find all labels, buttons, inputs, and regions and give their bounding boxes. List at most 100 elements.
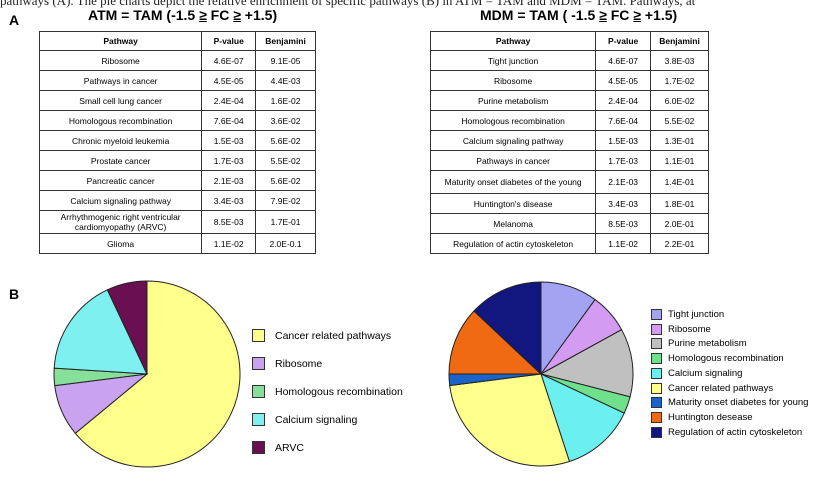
- legend-label: Calcium signaling: [275, 413, 358, 426]
- left-legend-item-ribosome: Ribosome: [252, 357, 322, 370]
- p-value-cell: 8.5E-03: [201, 210, 257, 234]
- benjamini-cell: 3.6E-02: [255, 110, 316, 131]
- p-value-cell: 3.4E-03: [201, 190, 257, 211]
- left-pathway-table: Pathway P-value Benjamini Ribosome 4.6E-0…: [38, 31, 316, 254]
- right-pie-slice-purine-metabolism: [539, 328, 634, 398]
- legend-swatch: [252, 385, 265, 398]
- legend-label: Homologous recombination: [668, 353, 784, 365]
- table-row: Tight junction 4.6E-07 3.8E-03: [429, 50, 709, 71]
- left-pie-slice-cancer-related-pathways: [74, 280, 241, 468]
- p-value-cell: 1.1E-02: [201, 233, 257, 254]
- table-row: Calcium signaling pathway 1.5E-03 1.3E-01: [429, 130, 709, 151]
- table-row: Pancreatic cancer 2.1E-03 5.6E-02: [38, 170, 316, 191]
- pathway-cell: Ribosome: [429, 70, 597, 91]
- legend-label: Ribosome: [275, 357, 323, 370]
- table-row: Ribosome 4.5E-05 1.7E-02: [429, 70, 709, 91]
- pathway-cell: Calcium signaling pathway: [38, 190, 203, 211]
- pathway-cell: Melanoma: [429, 213, 597, 234]
- right-pie-slice-homologous-recombination: [540, 373, 631, 414]
- legend-label: Maturity onset diabetes for young: [668, 397, 809, 409]
- right-pie-slice-cancer-related-pathways: [449, 373, 571, 467]
- panel-label-b: B: [9, 286, 20, 302]
- table-header-row: Pathway P-value Benjamini: [429, 31, 709, 51]
- pathway-cell: Homologous recombination: [38, 110, 203, 131]
- legend-swatch: [651, 382, 662, 394]
- right-pie-slice-maturity-onset-diabetes-for-young: [448, 373, 542, 387]
- benjamini-cell: 9.1E-05: [255, 50, 316, 71]
- left-legend-item-arvc: ARVC: [252, 441, 304, 454]
- right-legend-item-cancer-related-pathways: Cancer related pathways: [651, 382, 773, 394]
- p-value-cell: 4.6E-07: [201, 50, 257, 71]
- right-pie-slice-ribosome: [540, 298, 623, 375]
- left-pie-slice-ribosome: [54, 373, 149, 434]
- pathway-cell: Huntington's disease: [429, 193, 597, 214]
- pathway-cell: Pathways in cancer: [38, 70, 203, 91]
- table-row: Purine metabolism 2.4E-04 6.0E-02: [429, 90, 709, 111]
- header-p-value: P-value: [595, 31, 652, 51]
- pathway-cell: Pathways in cancer: [429, 150, 597, 171]
- table-row: Pathways in cancer 1.7E-03 1.1E-01: [429, 150, 709, 171]
- right-pie-slice-calcium-signaling: [540, 373, 625, 463]
- left-title-suffix: +1.5): [240, 7, 278, 23]
- legend-swatch: [651, 353, 662, 365]
- right-legend-item-purine-metabolism: Purine metabolism: [651, 338, 747, 350]
- p-value-cell: 2.1E-03: [595, 170, 652, 194]
- right-legend-item-ribosome: Ribosome: [651, 323, 711, 335]
- p-value-cell: 8.5E-03: [595, 213, 652, 234]
- legend-swatch: [252, 357, 265, 370]
- legend-label: Purine metabolism: [668, 338, 747, 350]
- table-row: Homologous recombination 7.6E-04 3.6E-02: [38, 110, 316, 131]
- p-value-cell: 3.4E-03: [595, 193, 652, 214]
- legend-swatch: [651, 309, 662, 320]
- pathway-cell: Arrhythmogenic right ventricular cardiom…: [38, 210, 203, 234]
- left-title-mid: FC: [206, 7, 234, 23]
- left-legend-item-cancer-related-pathways: Cancer related pathways: [252, 329, 391, 342]
- legend-swatch: [252, 441, 265, 454]
- left-pie-slice-calcium-signaling: [53, 289, 148, 375]
- p-value-cell: 2.1E-03: [201, 170, 257, 191]
- table-row: Small cell lung cancer 2.4E-04 1.6E-02: [38, 90, 316, 111]
- left-legend-item-calcium-signaling: Calcium signaling: [252, 413, 357, 426]
- pathway-cell: Prostate cancer: [38, 150, 203, 171]
- right-table-title: MDM = TAM ( -1.5 ≥ FC ≥ +1.5): [480, 7, 677, 23]
- legend-swatch: [651, 323, 662, 335]
- legend-swatch: [252, 413, 265, 426]
- benjamini-cell: 1.7E-01: [255, 210, 316, 234]
- p-value-cell: 1.7E-03: [201, 150, 257, 171]
- header-benjamini: Benjamini: [255, 31, 316, 51]
- legend-swatch: [651, 397, 662, 409]
- right-pie-slice-huntington-desease: [448, 310, 543, 375]
- legend-swatch: [651, 338, 662, 350]
- pathway-cell: Purine metabolism: [429, 90, 597, 111]
- left-table-title: ATM = TAM (-1.5 ≥ FC ≥ +1.5): [88, 7, 277, 23]
- caption-top-line: pathways (A). The pie charts depict the …: [0, 0, 696, 8]
- legend-swatch: [252, 329, 265, 342]
- right-title-mid: FC: [606, 7, 634, 23]
- left-title-ge1: ≥: [199, 7, 207, 23]
- right-title-suffix: +1.5): [640, 7, 678, 23]
- left-pie-slice-homologous-recombination: [53, 367, 148, 387]
- benjamini-cell: 1.8E-01: [650, 193, 709, 214]
- left-title-ge2: ≥: [233, 7, 241, 23]
- right-title-ge2: ≥: [633, 7, 641, 23]
- p-value-cell: 2.4E-04: [595, 90, 652, 111]
- right-pie-slice-regulation-of-actin-cytoskeleton: [473, 281, 542, 376]
- p-value-cell: 1.7E-03: [595, 150, 652, 171]
- benjamini-cell: 1.6E-02: [255, 90, 316, 111]
- legend-label: Homologous recombination: [275, 385, 403, 398]
- p-value-cell: 1.5E-03: [201, 130, 257, 151]
- benjamini-cell: 2.0E-0.1: [255, 233, 316, 254]
- left-pie-slice-arvc: [106, 280, 148, 375]
- right-legend-item-huntington-desease: Huntington desease: [651, 411, 753, 423]
- benjamini-cell: 5.6E-02: [255, 130, 316, 151]
- table-row: Chronic myeloid leukemia 1.5E-03 5.6E-02: [38, 130, 316, 151]
- p-value-cell: 4.6E-07: [595, 50, 652, 71]
- table-row: Huntington's disease 3.4E-03 1.8E-01: [429, 193, 709, 214]
- benjamini-cell: 7.9E-02: [255, 190, 316, 211]
- legend-label: Huntington desease: [668, 411, 753, 423]
- left-legend-item-homologous-recombination: Homologous recombination: [252, 385, 403, 398]
- pathway-cell: Pancreatic cancer: [38, 170, 203, 191]
- table-row: Arrhythmogenic right ventricular cardiom…: [38, 210, 316, 234]
- header-p-value: P-value: [201, 31, 257, 51]
- legend-swatch: [651, 411, 662, 423]
